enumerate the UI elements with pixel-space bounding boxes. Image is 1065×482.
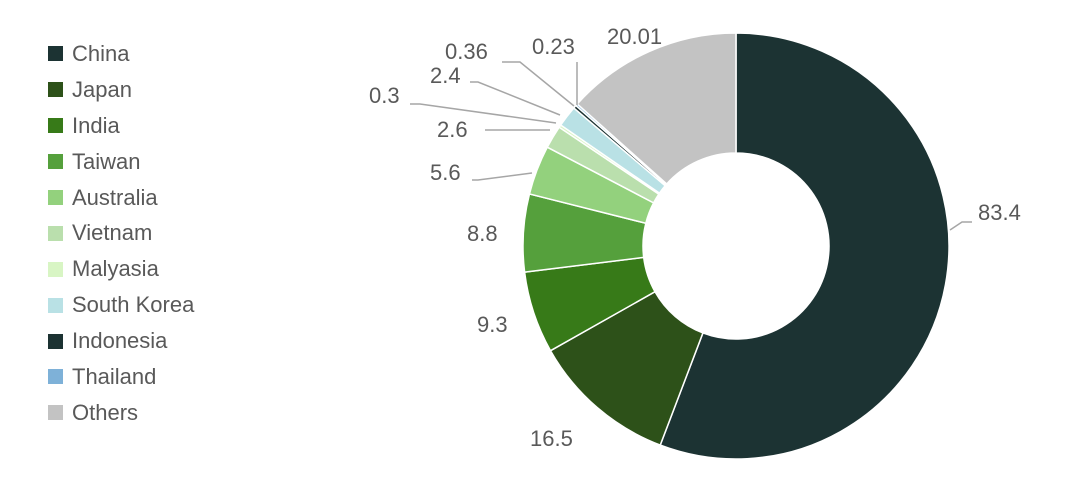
legend-swatch-malyasia <box>48 261 63 277</box>
data-label-taiwan: 8.8 <box>467 221 498 246</box>
legend-label-others: Others <box>72 399 139 425</box>
legend-item-vietnam: Vietnam <box>48 215 194 251</box>
data-label-vietnam: 2.6 <box>437 117 468 142</box>
legend-swatch-south-korea <box>48 297 63 313</box>
leader-line-malyasia <box>410 103 557 124</box>
legend-item-china: China <box>48 36 194 72</box>
slice-others <box>576 32 737 186</box>
legend-label-india: India <box>72 112 120 138</box>
legend-label-china: China <box>72 40 130 66</box>
legend-swatch-taiwan <box>48 154 63 170</box>
legend-label-australia: Australia <box>72 184 158 210</box>
leader-line-south-korea <box>470 81 561 116</box>
legend-label-indonesia: Indonesia <box>72 328 168 354</box>
legend-item-australia: Australia <box>48 180 194 216</box>
legend-label-taiwan: Taiwan <box>72 148 141 174</box>
data-label-china: 83.4 <box>978 200 1021 225</box>
legend-item-indonesia: Indonesia <box>48 323 194 359</box>
legend-item-malyasia: Malyasia <box>48 251 194 287</box>
legend-label-malyasia: Malyasia <box>72 256 159 282</box>
legend-swatch-china <box>48 46 63 62</box>
legend-item-taiwan: Taiwan <box>48 144 194 180</box>
data-label-malyasia: 0.3 <box>369 83 400 108</box>
legend-swatch-india <box>48 118 63 134</box>
legend-item-japan: Japan <box>48 72 194 108</box>
donut-slices <box>522 32 950 460</box>
leader-line-indonesia <box>502 61 575 107</box>
legend-label-vietnam: Vietnam <box>72 220 153 246</box>
slice-china <box>659 32 950 460</box>
leader-lines <box>410 61 972 231</box>
legend-item-south-korea: South Korea <box>48 287 194 323</box>
legend-item-others: Others <box>48 395 194 431</box>
data-label-others: 20.01 <box>607 24 662 49</box>
data-labels: 83.4 16.5 9.3 8.8 5.6 2.6 0.3 2.4 0.36 0… <box>369 24 1021 451</box>
data-label-japan: 16.5 <box>530 426 573 451</box>
legend-label-thailand: Thailand <box>72 363 157 389</box>
leader-line-australia <box>472 172 533 181</box>
legend-item-india: India <box>48 108 194 144</box>
legend-swatch-australia <box>48 190 63 205</box>
leader-line-china <box>949 221 972 231</box>
data-label-india: 9.3 <box>477 312 508 337</box>
legend-swatch-others <box>48 405 63 421</box>
data-label-south-korea: 2.4 <box>430 63 461 88</box>
data-label-indonesia: 0.36 <box>445 39 488 64</box>
legend-swatch-vietnam <box>48 225 63 241</box>
legend-swatch-indonesia <box>48 333 63 349</box>
legend-label-japan: Japan <box>72 76 132 102</box>
legend-swatch-thailand <box>48 369 63 385</box>
legend-item-thailand: Thailand <box>48 359 194 395</box>
data-label-australia: 5.6 <box>430 160 461 185</box>
legend-swatch-japan <box>48 82 63 98</box>
legend-label-south-korea: South Korea <box>72 292 195 318</box>
data-label-thailand: 0.23 <box>532 34 575 59</box>
chart-legend: China Japan India Taiwan Australia Vietn… <box>48 36 194 431</box>
